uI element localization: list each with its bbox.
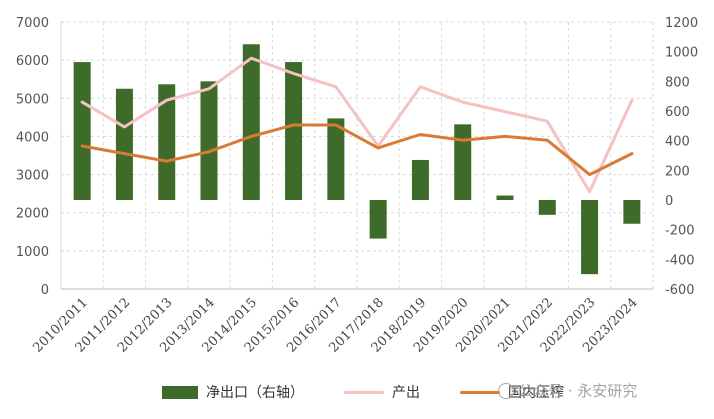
- bar-net-export: [538, 200, 556, 215]
- line-domestic-crush: [80, 123, 634, 177]
- legend-label-crush: 国内压榨: [508, 385, 564, 401]
- bar-net-export: [369, 200, 387, 239]
- bar-net-export: [327, 118, 345, 200]
- y-left-tick-label: 4000: [16, 130, 49, 145]
- y-left-tick-label: 5000: [16, 92, 49, 107]
- y-right-tick-label: -400: [665, 253, 695, 268]
- bar-net-export: [411, 159, 429, 200]
- bar-net-export: [581, 200, 599, 275]
- y-right-tick-label: 800: [665, 75, 690, 90]
- y-right-tick-label: -600: [665, 283, 695, 298]
- y-right-tick-label: 400: [665, 135, 690, 150]
- y-right-tick-label: 600: [665, 105, 690, 120]
- legend-swatch-output: [344, 390, 384, 394]
- bar-net-export: [285, 62, 303, 200]
- bar-net-export: [242, 44, 260, 200]
- legend-label-output: 产出: [392, 385, 420, 401]
- bar-net-export: [496, 195, 514, 200]
- legend-label-net-export: 净出口（右轴）: [206, 385, 304, 401]
- legend-swatch-net-export: [162, 385, 198, 399]
- watermark: 公众号 · 永安研究: [498, 380, 637, 401]
- watermark-text: 公众号 · 永安研究: [518, 382, 638, 400]
- y-right-tick-label: 200: [665, 164, 690, 179]
- bar-net-export: [200, 81, 218, 200]
- y-left-tick-label: 3000: [16, 169, 49, 184]
- legend: 净出口（右轴） 产出 国内压榨: [162, 380, 586, 404]
- y-left-tick-label: 1000: [16, 245, 49, 260]
- y-right-tick-label: 0: [665, 194, 673, 209]
- y-left-tick-label: 7000: [16, 16, 49, 31]
- bar-net-export: [454, 124, 472, 200]
- bar-net-export: [115, 88, 133, 200]
- legend-swatch-crush: [460, 390, 500, 394]
- legend-item-crush: 国内压榨: [460, 382, 564, 402]
- y-right-tick-label: -200: [665, 224, 695, 239]
- bar-net-export: [73, 62, 91, 200]
- y-right-tick-label: 1000: [665, 46, 698, 61]
- legend-item-net-export: 净出口（右轴）: [162, 382, 304, 402]
- legend-item-output: 产出: [344, 382, 420, 402]
- wechat-icon: [498, 383, 514, 399]
- y-right-tick-label: 1200: [665, 16, 698, 31]
- bar-net-export: [623, 200, 641, 224]
- bar-net-export: [158, 84, 176, 200]
- y-left-tick-label: 6000: [16, 54, 49, 69]
- y-left-tick-label: 0: [41, 283, 49, 298]
- line-output: [80, 56, 634, 194]
- y-left-tick-label: 2000: [16, 207, 49, 222]
